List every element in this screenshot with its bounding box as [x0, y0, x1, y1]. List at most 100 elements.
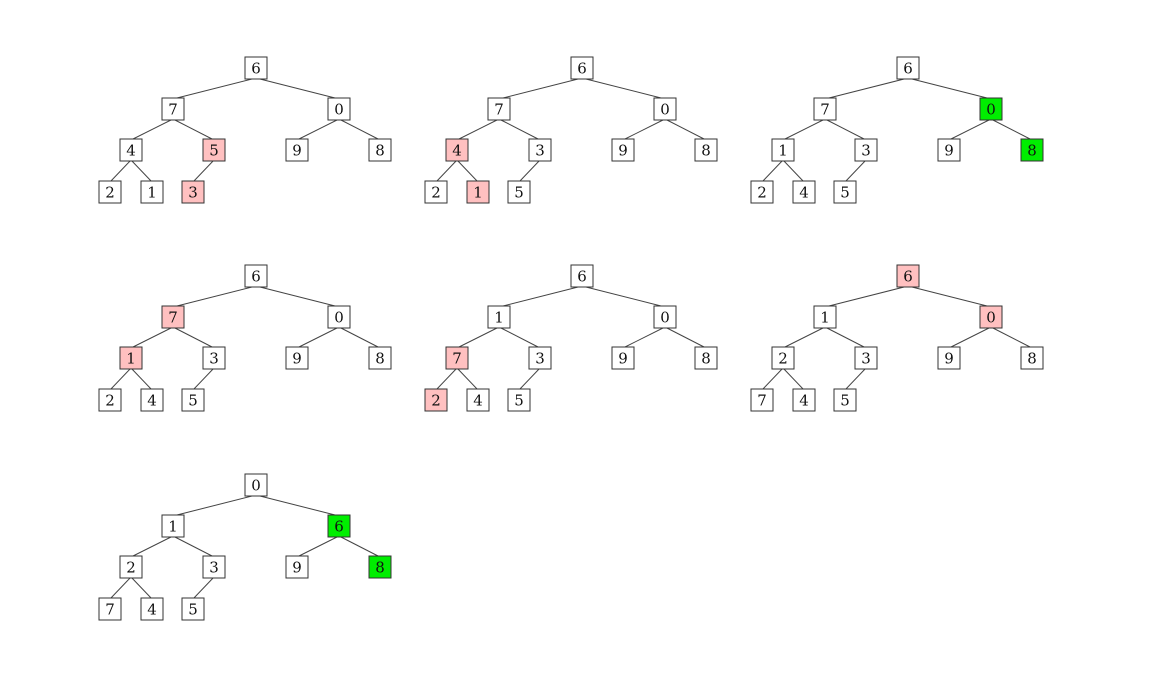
- heap-tree-7: 0 1 6 2 3 9 8 7 4 5: [98, 473, 392, 621]
- node-label: 1: [778, 142, 788, 160]
- node-box-compared: [202, 138, 226, 162]
- tree-edge: [456, 118, 500, 141]
- node-label: 4: [126, 142, 136, 160]
- tree-edge: [990, 326, 1033, 349]
- tree-node: 5: [202, 138, 226, 162]
- tree-node: 4: [445, 138, 469, 162]
- tree-edge: [990, 118, 1033, 141]
- tree-node: 8: [368, 555, 392, 579]
- node-box-normal: [771, 346, 795, 370]
- node-label: 9: [944, 142, 954, 160]
- node-label: 2: [431, 392, 441, 410]
- node-box-normal: [327, 97, 351, 121]
- node-box-normal: [792, 180, 816, 204]
- tree-node: 1: [161, 514, 185, 538]
- node-box-normal: [528, 138, 552, 162]
- tree-node: 9: [285, 555, 309, 579]
- tree-edge: [130, 159, 153, 183]
- node-box-settled: [979, 97, 1003, 121]
- node-box-normal: [833, 388, 857, 412]
- tree-edge: [296, 535, 340, 558]
- tree-node: 0: [979, 97, 1003, 121]
- tree-edge: [172, 77, 257, 100]
- tree-node: 8: [368, 138, 392, 162]
- node-label: 3: [209, 350, 219, 368]
- tree-node: 9: [937, 138, 961, 162]
- tree-node: 9: [937, 346, 961, 370]
- tree-node: 7: [487, 97, 511, 121]
- tree-edge: [130, 326, 174, 349]
- node-box-normal: [98, 180, 122, 204]
- node-box-normal: [813, 97, 837, 121]
- node-box-settled: [327, 514, 351, 538]
- node-label: 8: [375, 142, 385, 160]
- node-box-compared: [119, 346, 143, 370]
- tree-node: 6: [244, 264, 268, 288]
- tree-node: 2: [98, 180, 122, 204]
- tree-node: 9: [285, 138, 309, 162]
- tree-node: 1: [140, 180, 164, 204]
- node-label: 5: [188, 601, 198, 619]
- node-label: 2: [105, 184, 115, 202]
- node-label: 4: [799, 184, 809, 202]
- node-label: 3: [861, 350, 871, 368]
- node-box-normal: [327, 305, 351, 329]
- node-box-compared: [979, 305, 1003, 329]
- tree-node: 7: [445, 346, 469, 370]
- node-label: 0: [334, 101, 344, 119]
- node-label: 8: [375, 559, 385, 577]
- tree-node: 0: [653, 97, 677, 121]
- heap-tree-4: 6 7 0 1 3 9 8 2 4 5: [98, 264, 392, 412]
- node-box-normal: [611, 138, 635, 162]
- tree-edge: [622, 326, 666, 349]
- node-label: 0: [660, 309, 670, 327]
- tree-node: 6: [244, 56, 268, 80]
- node-label: 5: [840, 392, 850, 410]
- node-label: 7: [452, 350, 462, 368]
- node-box-normal: [285, 138, 309, 162]
- node-label: 2: [757, 184, 767, 202]
- node-label: 3: [188, 184, 198, 202]
- tree-edge: [109, 576, 132, 600]
- tree-edge: [130, 367, 153, 391]
- tree-edge: [498, 326, 541, 349]
- tree-node: 6: [896, 264, 920, 288]
- tree-node: 7: [161, 305, 185, 329]
- node-box-normal: [98, 388, 122, 412]
- tree-edge: [622, 118, 666, 141]
- heap-tree-3: 6 7 0 1 3 9 8 2 4 5: [750, 56, 1044, 204]
- tree-edge: [824, 77, 909, 100]
- tree-edge: [255, 77, 340, 100]
- tree-node: 4: [119, 138, 143, 162]
- node-label: 9: [292, 559, 302, 577]
- node-box-normal: [487, 305, 511, 329]
- tree-edge: [172, 494, 257, 517]
- node-box-normal: [487, 97, 511, 121]
- tree-edge: [664, 118, 707, 141]
- tree-node: 1: [813, 305, 837, 329]
- tree-node: 6: [896, 56, 920, 80]
- tree-node: 3: [202, 346, 226, 370]
- node-box-normal: [750, 180, 774, 204]
- tree-node: 9: [611, 138, 635, 162]
- node-box-normal: [1020, 346, 1044, 370]
- tree-node: 3: [528, 346, 552, 370]
- node-box-normal: [161, 97, 185, 121]
- node-label: 0: [251, 477, 261, 495]
- tree-node: 5: [833, 180, 857, 204]
- tree-edge: [338, 118, 381, 141]
- node-box-normal: [813, 305, 837, 329]
- tree-node: 4: [140, 597, 164, 621]
- node-label: 5: [840, 184, 850, 202]
- tree-edge: [192, 159, 215, 183]
- node-box-normal: [937, 138, 961, 162]
- tree-node: 7: [98, 597, 122, 621]
- tree-node: 3: [528, 138, 552, 162]
- tree-node: 9: [285, 346, 309, 370]
- tree-edge: [761, 159, 784, 183]
- tree-edge: [782, 118, 826, 141]
- node-box-normal: [244, 473, 268, 497]
- node-box-normal: [937, 346, 961, 370]
- node-box-normal: [694, 346, 718, 370]
